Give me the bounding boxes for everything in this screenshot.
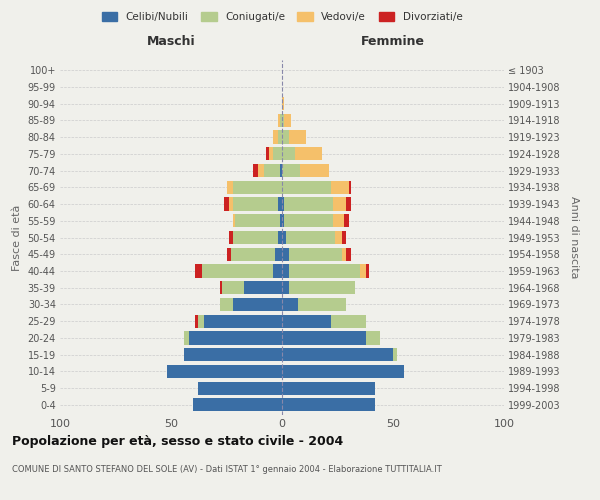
Bar [204, 314, 282, 328]
Bar [282, 398, 375, 411]
Bar [282, 281, 289, 294]
Bar [360, 264, 367, 278]
Bar [284, 198, 333, 210]
Bar [282, 147, 295, 160]
Text: COMUNE DI SANTO STEFANO DEL SOLE (AV) - Dati ISTAT 1° gennaio 2004 - Elaborazion: COMUNE DI SANTO STEFANO DEL SOLE (AV) - … [12, 465, 442, 474]
Bar [193, 398, 282, 411]
Bar [220, 298, 233, 311]
Bar [282, 298, 298, 311]
Bar [282, 214, 284, 228]
Bar [278, 198, 282, 210]
Bar [233, 198, 278, 210]
Bar [331, 314, 367, 328]
Bar [289, 264, 360, 278]
Bar [300, 164, 329, 177]
Text: Popolazione per età, sesso e stato civile - 2004: Popolazione per età, sesso e stato civil… [12, 435, 343, 448]
Bar [229, 198, 233, 210]
Bar [273, 264, 282, 278]
Bar [333, 198, 346, 210]
Bar [282, 248, 289, 261]
Bar [235, 214, 280, 228]
Bar [344, 214, 349, 228]
Bar [196, 264, 202, 278]
Bar [189, 332, 282, 344]
Bar [349, 180, 351, 194]
Legend: Celibi/Nubili, Coniugati/e, Vedovi/e, Divorziati/e: Celibi/Nubili, Coniugati/e, Vedovi/e, Di… [97, 8, 467, 26]
Bar [367, 332, 380, 344]
Bar [229, 231, 233, 244]
Bar [346, 198, 351, 210]
Bar [253, 164, 257, 177]
Bar [282, 164, 300, 177]
Bar [264, 164, 280, 177]
Bar [331, 180, 349, 194]
Bar [280, 214, 282, 228]
Bar [275, 248, 282, 261]
Bar [282, 231, 286, 244]
Bar [197, 382, 282, 394]
Bar [273, 147, 282, 160]
Bar [257, 164, 264, 177]
Bar [233, 180, 282, 194]
Bar [295, 147, 322, 160]
Bar [280, 164, 282, 177]
Bar [167, 365, 282, 378]
Y-axis label: Anni di nascita: Anni di nascita [569, 196, 579, 279]
Bar [233, 298, 282, 311]
Bar [196, 314, 197, 328]
Text: Maschi: Maschi [146, 36, 196, 49]
Bar [269, 147, 273, 160]
Bar [282, 314, 331, 328]
Bar [342, 248, 346, 261]
Bar [289, 248, 342, 261]
Bar [282, 348, 393, 361]
Bar [367, 264, 368, 278]
Bar [278, 130, 282, 143]
Bar [224, 198, 229, 210]
Bar [231, 248, 275, 261]
Bar [282, 198, 284, 210]
Bar [282, 114, 284, 127]
Bar [282, 382, 375, 394]
Bar [289, 281, 355, 294]
Text: Femmine: Femmine [361, 36, 425, 49]
Bar [273, 130, 278, 143]
Bar [184, 332, 189, 344]
Bar [282, 130, 289, 143]
Bar [282, 365, 404, 378]
Bar [282, 264, 289, 278]
Bar [284, 214, 333, 228]
Bar [335, 231, 342, 244]
Y-axis label: Fasce di età: Fasce di età [12, 204, 22, 270]
Bar [220, 281, 222, 294]
Bar [333, 214, 344, 228]
Bar [342, 231, 346, 244]
Bar [233, 214, 235, 228]
Bar [222, 281, 244, 294]
Bar [286, 231, 335, 244]
Bar [282, 97, 284, 110]
Bar [197, 314, 204, 328]
Bar [289, 130, 307, 143]
Bar [278, 114, 280, 127]
Bar [284, 114, 291, 127]
Bar [233, 231, 278, 244]
Bar [282, 332, 367, 344]
Bar [278, 231, 282, 244]
Bar [266, 147, 269, 160]
Bar [282, 180, 331, 194]
Bar [280, 114, 282, 127]
Bar [346, 248, 351, 261]
Bar [244, 281, 282, 294]
Bar [393, 348, 397, 361]
Bar [202, 264, 273, 278]
Bar [184, 348, 282, 361]
Bar [298, 298, 346, 311]
Bar [227, 180, 233, 194]
Bar [227, 248, 231, 261]
